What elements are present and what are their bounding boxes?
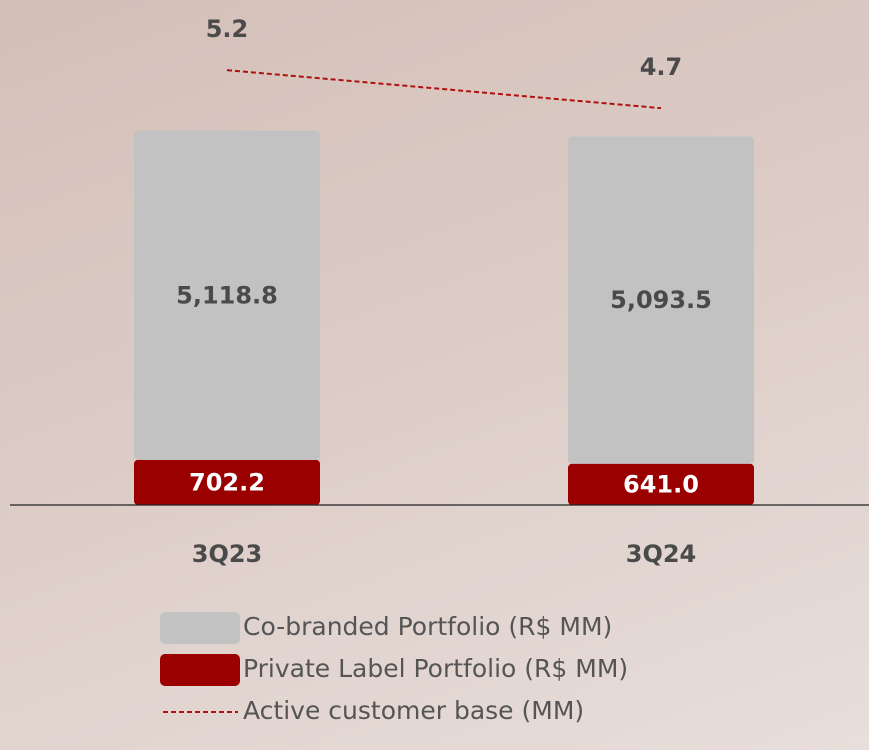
legend-swatch: [160, 612, 240, 644]
data-label: 4.7: [640, 53, 683, 81]
data-label: 5,093.5: [610, 286, 712, 314]
x-tick-label: 3Q23: [192, 540, 263, 568]
data-label: 641.0: [623, 470, 699, 498]
legend-swatch: [160, 654, 240, 686]
bar-segment: [568, 136, 754, 464]
data-label: 702.2: [189, 468, 265, 496]
data-label: 5.2: [206, 15, 249, 43]
legend-label: Private Label Portfolio (R$ MM): [243, 654, 628, 683]
x-tick-label: 3Q24: [626, 540, 697, 568]
bar-segment: [568, 463, 754, 505]
bar-segment: [134, 459, 320, 505]
data-label: 5,118.8: [176, 281, 278, 309]
legend-label: Active customer base (MM): [243, 696, 584, 725]
bar-segment: [134, 130, 320, 460]
legend-label: Co-branded Portfolio (R$ MM): [243, 612, 612, 641]
line: [226, 69, 662, 110]
